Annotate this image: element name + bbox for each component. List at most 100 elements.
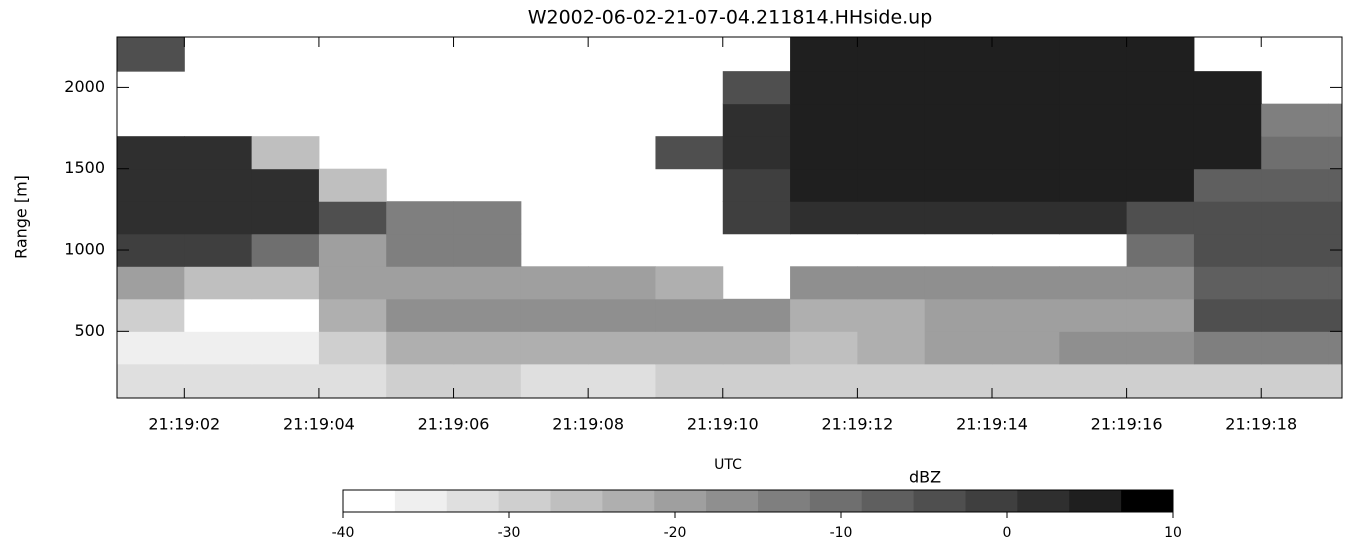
heat-cell (992, 298, 1060, 332)
heat-cell (453, 233, 522, 267)
heat-cell (790, 37, 858, 72)
heat-cell (1126, 363, 1195, 399)
heat-cell (1126, 298, 1195, 332)
heat-cell (318, 233, 387, 267)
heat-cell (1193, 71, 1262, 105)
heat-cell (1261, 168, 1330, 202)
heat-cell (857, 37, 926, 72)
heat-cell (1126, 233, 1195, 267)
heat-cell (520, 266, 589, 300)
heat-cell (1328, 363, 1343, 399)
heat-cell (924, 331, 993, 365)
heat-cell (924, 168, 993, 202)
heat-cell (251, 136, 320, 170)
colorbar-tick-label: -30 (498, 525, 521, 541)
heat-cell (117, 266, 185, 300)
colorbar-swatch (861, 490, 915, 512)
heat-cell (1126, 103, 1195, 137)
heat-cell (722, 71, 791, 105)
heat-cell (1193, 233, 1262, 267)
heat-cell (655, 298, 724, 332)
heat-cell (520, 331, 589, 365)
heat-cell (184, 331, 253, 365)
heat-cell (184, 136, 253, 170)
heat-cell (1193, 103, 1262, 137)
heat-cell (386, 298, 455, 332)
heat-cell (251, 363, 320, 399)
heat-cell (1126, 37, 1195, 72)
heat-cell (924, 266, 993, 300)
heat-cell (386, 233, 455, 267)
heat-cell (1328, 136, 1343, 170)
heat-cell (184, 266, 253, 300)
heat-cell (1126, 71, 1195, 105)
heat-cell (857, 103, 926, 137)
x-tick-label: 21:19:16 (1091, 415, 1163, 434)
heat-cell (1126, 266, 1195, 300)
heat-cell (857, 363, 926, 399)
heat-cell (386, 363, 455, 399)
heat-cell (251, 233, 320, 267)
heat-cell (992, 103, 1060, 137)
heat-cell (117, 363, 185, 399)
colorbar-swatch (965, 490, 1018, 512)
heat-cell (184, 233, 253, 267)
y-tick-label: 1500 (64, 158, 105, 177)
chart-title: W2002-06-02-21-07-04.211814.HHside.up (528, 7, 933, 29)
heat-cell (588, 363, 656, 399)
heat-cell (1261, 233, 1330, 267)
heat-cell (117, 168, 185, 202)
heat-cell (1126, 168, 1195, 202)
y-tick-label: 1000 (64, 240, 105, 259)
heat-cell (857, 136, 926, 170)
heat-cell (184, 201, 253, 235)
colorbar-tick-label: 0 (1003, 525, 1012, 541)
colorbar-tick-label: 10 (1164, 525, 1182, 541)
heat-cell (251, 201, 320, 235)
heat-cell (1126, 201, 1195, 235)
heat-cell (655, 266, 724, 300)
heat-cell (790, 71, 858, 105)
colorbar-swatch (1069, 490, 1122, 512)
heat-cell (453, 266, 522, 300)
heat-cell (790, 331, 858, 365)
colorbar-swatch (758, 490, 811, 512)
heat-cell (924, 103, 993, 137)
colorbar-swatch (550, 490, 603, 512)
heat-cell (453, 331, 522, 365)
heat-cell (992, 266, 1060, 300)
heat-cell (1059, 37, 1128, 72)
colorbar-frame (342, 489, 1174, 513)
heat-cell (117, 331, 185, 365)
heat-cell (1059, 71, 1128, 105)
heat-cell (1193, 331, 1262, 365)
heat-cell (790, 363, 858, 399)
heat-cell (924, 71, 993, 105)
heat-cell (790, 103, 858, 137)
x-tick-label: 21:19:08 (552, 415, 624, 434)
heat-cell (1059, 168, 1128, 202)
x-tick-label: 21:19:18 (1225, 415, 1297, 434)
heat-cell (1193, 201, 1262, 235)
colorbar-swatch (654, 490, 707, 512)
x-tick-label: 21:19:04 (283, 415, 355, 434)
heat-cell (1193, 298, 1262, 332)
heat-cell (790, 136, 858, 170)
colorbar-swatch (343, 490, 396, 512)
heat-cell (1328, 168, 1343, 202)
y-tick-label: 2000 (64, 77, 105, 96)
heat-cell (318, 298, 387, 332)
heat-cell (453, 201, 522, 235)
heat-cell (857, 331, 926, 365)
heat-cell (117, 201, 185, 235)
heat-cell (722, 136, 791, 170)
heat-cell (1261, 331, 1330, 365)
x-axis-label: UTC (714, 457, 742, 473)
heat-cell (1261, 363, 1330, 399)
heat-cell (588, 298, 656, 332)
heat-cell (722, 331, 791, 365)
heat-cell (992, 136, 1060, 170)
plot-frame (116, 36, 1343, 399)
colorbar-swatch (913, 490, 966, 512)
heat-cell (722, 363, 791, 399)
